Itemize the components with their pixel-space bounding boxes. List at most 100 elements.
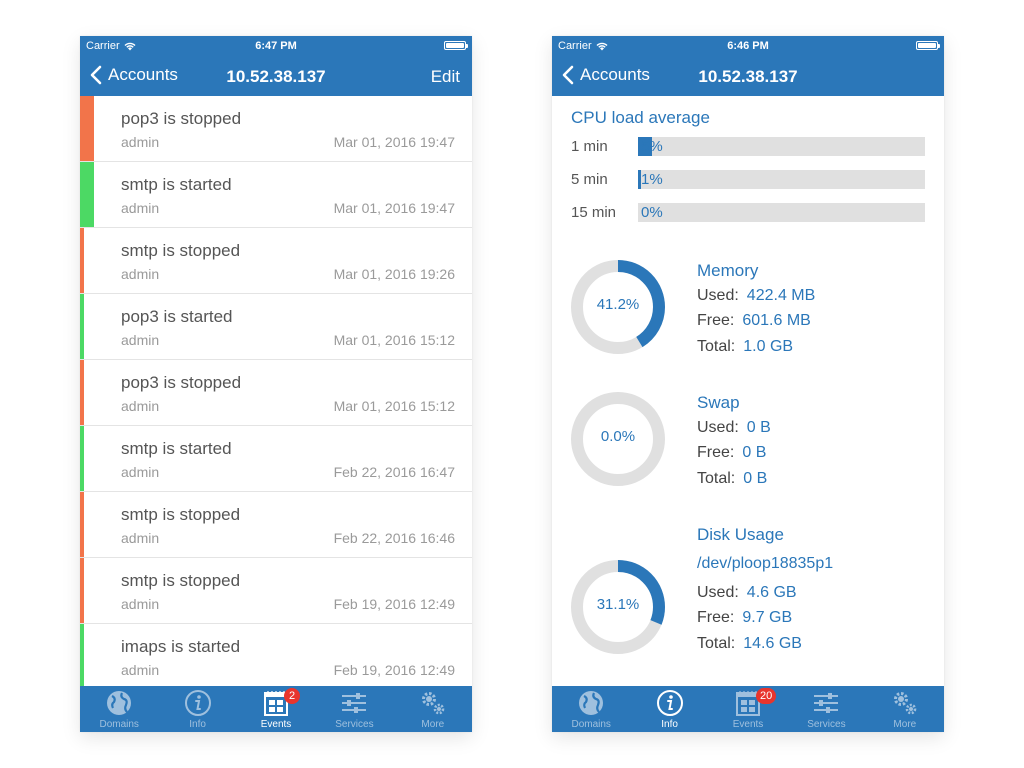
stat-value: 601.6 MB	[742, 312, 811, 329]
disk-device: /dev/ploop18835p1	[697, 555, 834, 572]
events-screen: Carrier 6:47 PM Accounts 10.52.38.137 Ed…	[80, 36, 472, 732]
cpu-row-label: 1 min	[571, 138, 608, 155]
status-strip	[80, 96, 94, 161]
event-title: smtp is stopped	[121, 571, 241, 590]
donut-arc	[571, 260, 665, 354]
tab-info[interactable]: Info	[630, 686, 708, 732]
globe-icon	[104, 689, 134, 717]
swap-used: Used: 0 B	[697, 419, 771, 437]
back-button[interactable]: Accounts	[562, 65, 650, 85]
event-title: smtp is started	[121, 439, 232, 458]
event-row[interactable]: smtp is stopped admin Mar 01, 2016 19:26	[80, 228, 472, 294]
gears-icon	[890, 689, 920, 717]
cpu-bar-track: 5%	[638, 137, 925, 156]
disk-used: Used: 4.6 GB	[697, 584, 797, 602]
tab-bar: Domains Info 2 Events Services More	[80, 686, 472, 732]
chevron-left-icon	[562, 65, 574, 85]
swap-percent: 0.0%	[600, 428, 636, 445]
status-time: 6:47 PM	[255, 40, 297, 52]
notification-badge: 2	[284, 688, 301, 704]
event-title: smtp is stopped	[121, 241, 241, 260]
navigation-bar: Accounts 10.52.38.137	[552, 56, 944, 96]
carrier: Carrier	[86, 40, 136, 52]
tab-label: Events	[260, 719, 292, 730]
tab-services[interactable]: Services	[787, 686, 865, 732]
tab-more[interactable]: More	[866, 686, 944, 732]
edit-button[interactable]: Edit	[430, 67, 460, 86]
cpu-row-label: 15 min	[571, 204, 617, 221]
back-button-label: Accounts	[108, 65, 178, 84]
page-title: 10.52.38.137	[698, 67, 798, 86]
globe-icon	[576, 689, 606, 717]
tab-services[interactable]: Services	[315, 686, 393, 732]
cpu-bar-track: 1%	[638, 170, 925, 189]
carrier-label: Carrier	[558, 40, 592, 52]
tab-domains[interactable]: Domains	[80, 686, 158, 732]
event-row[interactable]: pop3 is stopped admin Mar 01, 2016 19:47	[80, 96, 472, 162]
memory-used: Used: 422.4 MB	[697, 287, 815, 305]
disk-free: Free: 9.7 GB	[697, 609, 792, 627]
cpu-row-15min: 15 min 0%	[571, 203, 925, 223]
back-button[interactable]: Accounts	[90, 65, 178, 85]
stat-value: 0 B	[743, 470, 768, 487]
event-row[interactable]: smtp is stopped admin Feb 22, 2016 16:46	[80, 492, 472, 558]
info-icon	[655, 689, 685, 717]
disk-donut: 31.1%	[570, 559, 666, 655]
status-strip	[80, 426, 84, 491]
memory-title: Memory	[697, 261, 759, 280]
donut-track	[571, 392, 665, 486]
status-strip	[80, 624, 84, 686]
stat-value: 1.0 GB	[743, 338, 794, 355]
event-user: admin	[121, 596, 160, 612]
event-title: smtp is started	[121, 175, 232, 194]
event-user: admin	[121, 134, 160, 150]
swap-total: Total: 0 B	[697, 470, 767, 488]
calendar-icon	[733, 689, 763, 717]
event-row[interactable]: pop3 is stopped admin Mar 01, 2016 15:12	[80, 360, 472, 426]
event-row[interactable]: smtp is started admin Feb 22, 2016 16:47	[80, 426, 472, 492]
cpu-bar-fill	[638, 170, 641, 189]
event-user: admin	[121, 266, 160, 282]
tab-more[interactable]: More	[394, 686, 472, 732]
tab-domains[interactable]: Domains	[552, 686, 630, 732]
stat-label: Free:	[697, 312, 735, 329]
event-date: Feb 22, 2016 16:47	[333, 464, 455, 480]
battery-icon	[444, 41, 468, 50]
event-row[interactable]: imaps is started admin Feb 19, 2016 12:49	[80, 624, 472, 686]
event-row[interactable]: smtp is started admin Mar 01, 2016 19:47	[80, 162, 472, 228]
stat-value: 422.4 MB	[746, 287, 816, 304]
status-strip	[80, 294, 84, 359]
notification-badge: 20	[756, 688, 777, 704]
event-date: Mar 01, 2016 19:47	[333, 134, 455, 150]
memory-total: Total: 1.0 GB	[697, 338, 793, 356]
sliders-icon	[339, 689, 369, 717]
tab-bar: Domains Info 20 Events Services More	[552, 686, 944, 732]
stat-value: 4.6 GB	[746, 584, 797, 601]
event-list: pop3 is stopped admin Mar 01, 2016 19:47 sm…	[80, 96, 472, 686]
status-bar: Carrier 6:47 PM	[80, 36, 472, 56]
event-date: Feb 19, 2016 12:49	[333, 596, 455, 612]
tab-label: Events	[732, 719, 764, 730]
info-icon	[183, 689, 213, 717]
battery-icon	[916, 41, 940, 50]
tab-label: Services	[807, 719, 846, 730]
event-row[interactable]: pop3 is started admin Mar 01, 2016 15:12	[80, 294, 472, 360]
tab-events[interactable]: 2 Events	[237, 686, 315, 732]
tab-events[interactable]: 20 Events	[709, 686, 787, 732]
calendar-icon	[261, 689, 291, 717]
event-title: smtp is stopped	[121, 505, 241, 524]
stat-value: 0 B	[746, 419, 771, 436]
event-title: pop3 is stopped	[121, 109, 242, 128]
stat-label: Used:	[697, 584, 739, 601]
stat-value: 0 B	[742, 444, 767, 461]
server-info: CPU load average 1 min 5% 5 min 1% 15 mi…	[552, 96, 944, 686]
stat-label: Total:	[697, 338, 736, 355]
stat-label: Total:	[697, 470, 736, 487]
cpu-row-label: 5 min	[571, 171, 608, 188]
disk-title: Disk Usage	[697, 525, 784, 544]
cpu-row-5min: 5 min 1%	[571, 170, 925, 190]
event-row[interactable]: smtp is stopped admin Feb 19, 2016 12:49	[80, 558, 472, 624]
tab-info[interactable]: Info	[158, 686, 236, 732]
tab-label: More	[421, 719, 445, 730]
back-button-label: Accounts	[580, 65, 650, 84]
